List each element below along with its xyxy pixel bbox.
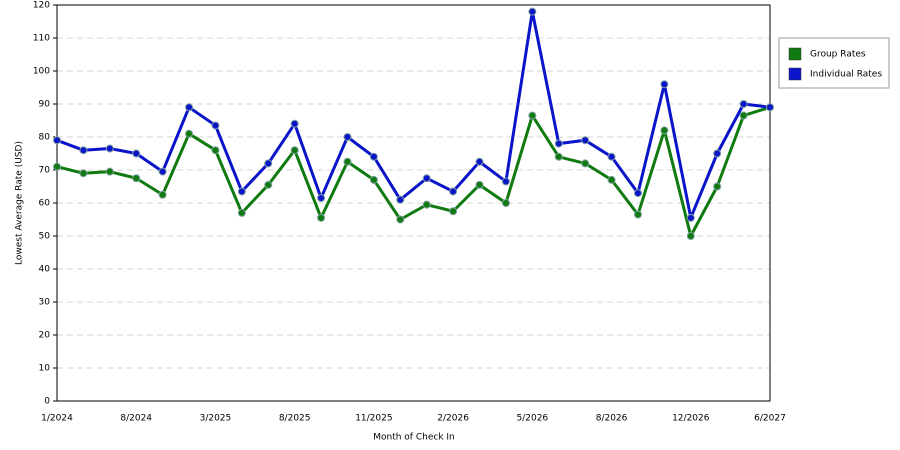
x-tick-label: 8/2025 [279, 414, 311, 424]
legend-box [778, 37, 890, 89]
data-point [554, 152, 563, 161]
data-point [317, 194, 326, 203]
y-tick-label: 60 [39, 199, 51, 209]
data-point [766, 103, 774, 112]
data-point [607, 152, 616, 161]
data-point [660, 126, 669, 135]
legend-swatch [788, 47, 802, 61]
plot-frame [56, 4, 771, 402]
data-point [237, 208, 246, 217]
data-point [369, 175, 378, 184]
y-tick-label: 20 [39, 331, 51, 341]
data-point [686, 232, 695, 240]
data-point [501, 199, 510, 207]
x-tick-label: 2/2026 [437, 414, 469, 424]
data-point [343, 133, 352, 141]
x-tick-label: 6/2027 [754, 414, 786, 424]
data-point [132, 174, 141, 183]
data-point [449, 187, 458, 196]
data-point [475, 157, 484, 166]
data-point [79, 146, 88, 155]
data-point [158, 167, 167, 176]
data-point [105, 167, 114, 176]
legend-swatch [788, 67, 802, 81]
data-point [211, 121, 220, 130]
y-tick-label: 90 [39, 100, 51, 110]
x-tick-label: 8/2024 [120, 414, 152, 424]
data-point [633, 189, 642, 198]
y-tick-label: 120 [33, 1, 50, 11]
y-tick-label: 0 [44, 397, 50, 407]
y-tick-label: 30 [39, 298, 51, 308]
data-point [264, 180, 273, 189]
legend-label: Group Rates [810, 50, 866, 60]
data-point [449, 207, 458, 216]
data-point [264, 159, 273, 168]
data-point [369, 152, 378, 161]
data-point [739, 111, 748, 120]
data-point [475, 180, 484, 189]
x-tick-label: 5/2026 [516, 414, 548, 424]
data-point [317, 213, 326, 222]
data-point [660, 80, 669, 89]
y-tick-label: 40 [39, 265, 51, 275]
data-point [713, 149, 722, 158]
data-point [501, 177, 510, 186]
x-tick-label: 3/2025 [200, 414, 232, 424]
data-point [132, 149, 141, 158]
y-axis-label: Lowest Average Rate (USD) [15, 141, 25, 265]
x-tick-label: 11/2025 [355, 414, 392, 424]
data-point [713, 182, 722, 191]
data-point [686, 213, 695, 222]
x-tick-label: 12/2026 [672, 414, 710, 424]
y-tick-label: 100 [33, 67, 50, 77]
data-point [343, 157, 352, 166]
data-point [422, 200, 431, 209]
data-point [396, 195, 405, 204]
data-point [105, 144, 114, 153]
data-point [581, 136, 590, 145]
data-point [79, 169, 88, 178]
data-point [554, 139, 563, 148]
y-tick-label: 110 [33, 34, 50, 44]
data-point [739, 100, 748, 108]
x-axis-label: Month of Check In [373, 433, 455, 443]
y-tick-label: 10 [39, 364, 51, 374]
data-point [633, 210, 642, 219]
data-point [237, 187, 246, 196]
data-point [290, 146, 299, 155]
data-point [422, 174, 431, 183]
series-line [56, 105, 771, 238]
y-tick-label: 80 [39, 133, 51, 143]
data-point [581, 159, 590, 168]
data-point [158, 190, 167, 199]
series-line [56, 10, 771, 220]
data-point [607, 175, 616, 184]
data-point [211, 146, 220, 155]
y-tick-label: 50 [39, 232, 51, 242]
x-tick-label: 1/2024 [41, 414, 73, 424]
data-point [53, 162, 61, 171]
data-point [185, 129, 194, 138]
data-point [185, 103, 194, 112]
data-point [53, 136, 61, 145]
y-tick-label: 70 [39, 166, 51, 176]
data-point [290, 119, 299, 128]
legend-label: Individual Rates [810, 70, 882, 80]
data-point [528, 7, 537, 16]
x-tick-label: 8/2026 [596, 414, 628, 424]
data-point [396, 215, 405, 224]
data-point [528, 111, 537, 120]
